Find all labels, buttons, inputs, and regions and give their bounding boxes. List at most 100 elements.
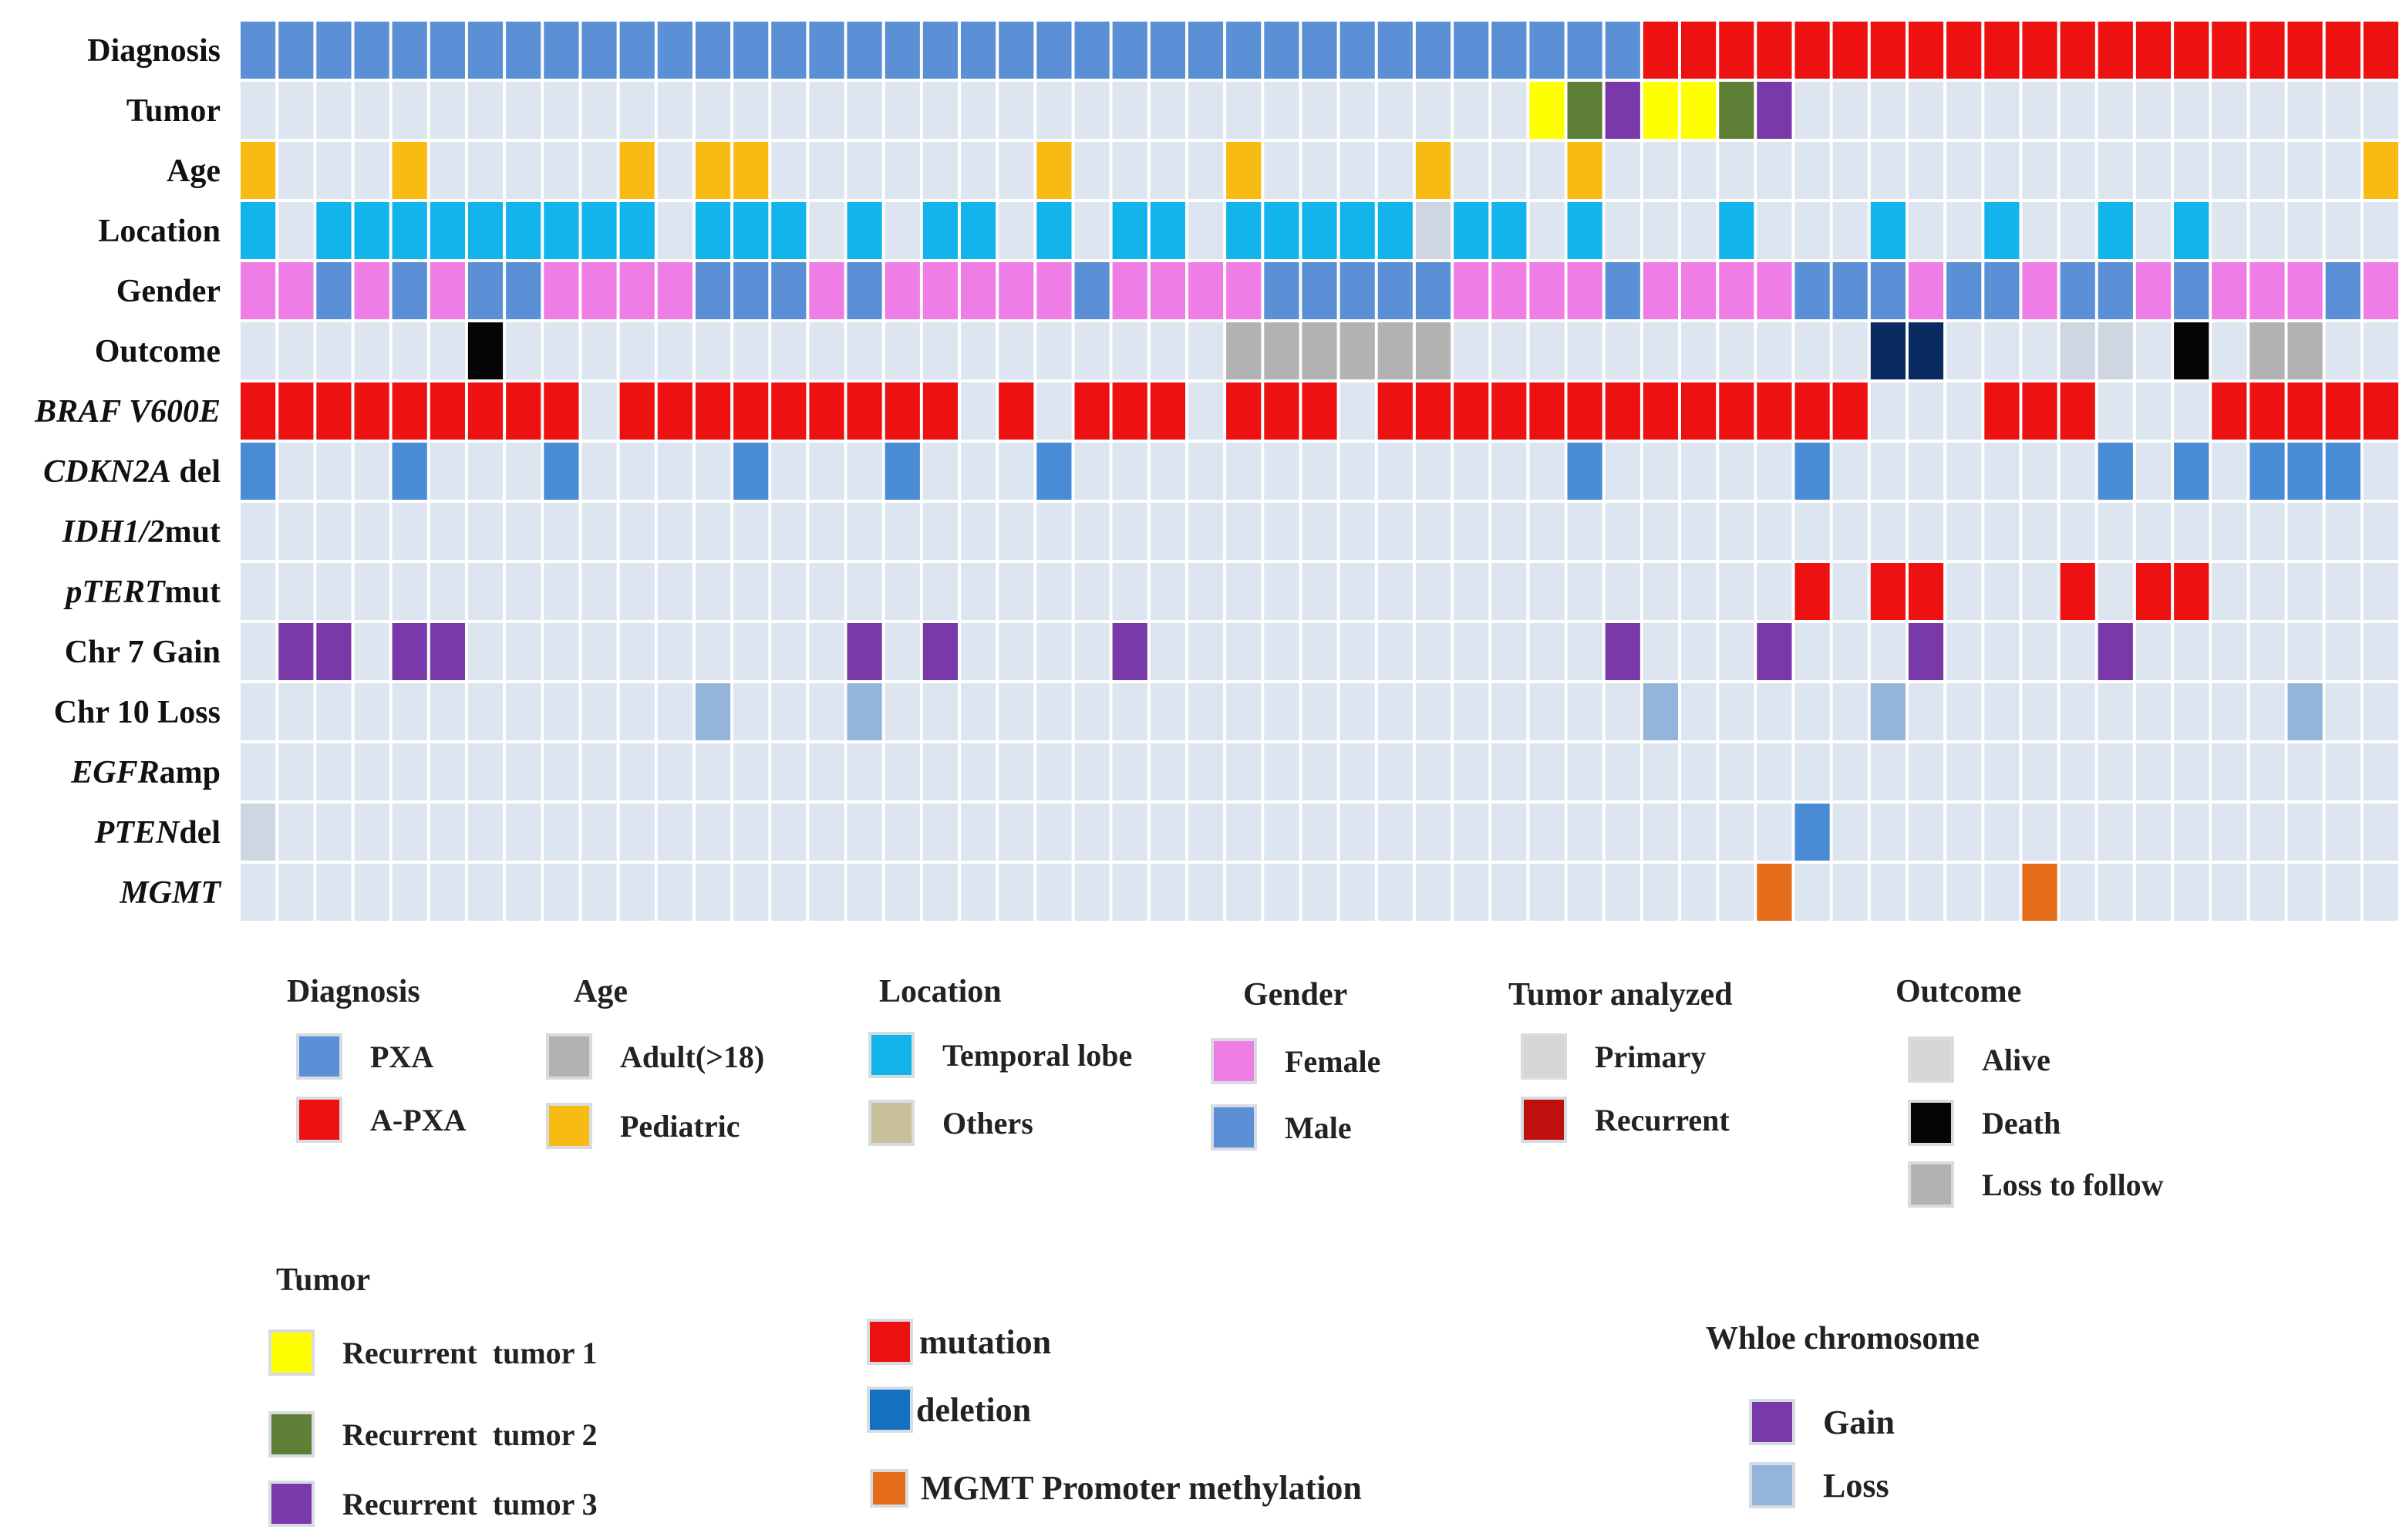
cell-egfr-53 <box>2249 743 2285 800</box>
cell-location-41 <box>1794 202 1830 259</box>
cell-diagnosis-33 <box>1491 22 1527 79</box>
cell-diagnosis-12 <box>695 22 731 79</box>
cell-age-18 <box>922 142 958 199</box>
swatch-loss-to-follow <box>1911 1164 1951 1205</box>
cell-chr10-16 <box>847 683 882 740</box>
cell-pten-33 <box>1491 804 1527 861</box>
cell-outcome-34 <box>1529 322 1565 379</box>
cell-diagnosis-50 <box>2135 22 2172 79</box>
cell-idh-51 <box>2174 503 2209 560</box>
cell-chr7-21 <box>1036 623 1072 680</box>
cell-pten-21 <box>1036 804 1072 861</box>
cell-age-7 <box>506 142 541 199</box>
cell-braf-51 <box>2174 382 2209 440</box>
cell-outcome-35 <box>1567 322 1602 379</box>
cell-location-51 <box>2174 202 2209 259</box>
cell-diagnosis-27 <box>1264 22 1299 79</box>
cell-gender-34 <box>1529 262 1565 319</box>
legend-age-title: Age <box>574 974 628 1009</box>
cell-chr10-24 <box>1150 683 1185 740</box>
cell-idh-24 <box>1150 503 1185 560</box>
cell-egfr-38 <box>1681 743 1717 800</box>
cell-chr10-41 <box>1794 683 1830 740</box>
cell-egfr-37 <box>1643 743 1678 800</box>
cell-braf-22 <box>1074 382 1110 440</box>
cell-outcome-8 <box>544 322 579 379</box>
cell-outcome-32 <box>1454 322 1489 379</box>
cell-tumor-46 <box>1984 82 2020 139</box>
cell-mgmt-20 <box>999 864 1034 921</box>
cell-outcome-55 <box>2325 322 2361 379</box>
cell-ptert-9 <box>581 563 617 620</box>
cell-idh-54 <box>2287 503 2323 560</box>
cell-diagnosis-20 <box>999 22 1034 79</box>
cell-location-32 <box>1454 202 1489 259</box>
legend-tumor-analyzed-title: Tumor analyzed <box>1508 977 1733 1013</box>
cell-egfr-8 <box>544 743 579 800</box>
cell-diagnosis-52 <box>2212 22 2247 79</box>
cell-mgmt-6 <box>467 864 504 921</box>
cell-outcome-30 <box>1377 322 1413 379</box>
cell-tumor-10 <box>619 82 655 139</box>
cell-idh-12 <box>695 503 731 560</box>
cell-idh-23 <box>1112 503 1147 560</box>
cell-braf-29 <box>1339 382 1375 440</box>
row-label-idh: IDH1/2mut <box>62 514 221 550</box>
cell-ptert-52 <box>2212 563 2247 620</box>
swatch-temporal-lobe <box>871 1035 912 1075</box>
cell-chr7-9 <box>581 623 617 680</box>
cell-diagnosis-7 <box>506 22 541 79</box>
cell-pten-53 <box>2249 804 2285 861</box>
legend-label: PXA <box>370 1039 434 1074</box>
cell-diagnosis-35 <box>1567 22 1602 79</box>
cell-pten-47 <box>2022 804 2057 861</box>
cell-chr7-48 <box>2060 623 2095 680</box>
cell-braf-2 <box>316 382 352 440</box>
cell-outcome-1 <box>278 322 314 379</box>
cell-egfr-2 <box>316 743 352 800</box>
cell-braf-44 <box>1908 382 1944 440</box>
cell-gender-13 <box>733 262 769 319</box>
cell-chr7-27 <box>1264 623 1299 680</box>
cell-location-34 <box>1529 202 1565 259</box>
cell-chr7-46 <box>1984 623 2020 680</box>
cell-age-26 <box>1226 142 1262 199</box>
cell-cdkn2a-56 <box>2363 443 2398 500</box>
cell-tumor-4 <box>392 82 427 139</box>
cell-location-3 <box>354 202 389 259</box>
cell-ptert-36 <box>1605 563 1640 620</box>
cell-age-37 <box>1643 142 1678 199</box>
cell-mgmt-32 <box>1454 864 1489 921</box>
cell-outcome-2 <box>316 322 352 379</box>
cell-age-4 <box>392 142 427 199</box>
cell-gender-10 <box>619 262 655 319</box>
cell-chr7-55 <box>2325 623 2361 680</box>
cell-outcome-36 <box>1605 322 1640 379</box>
cell-age-0 <box>241 142 276 199</box>
cell-gender-39 <box>1719 262 1754 319</box>
cell-chr7-3 <box>354 623 389 680</box>
cell-cdkn2a-20 <box>999 443 1034 500</box>
cell-outcome-43 <box>1870 322 1906 379</box>
cell-gender-8 <box>544 262 579 319</box>
cell-cdkn2a-22 <box>1074 443 1110 500</box>
cell-gender-23 <box>1112 262 1147 319</box>
cell-chr7-45 <box>1946 623 1982 680</box>
cell-location-47 <box>2022 202 2057 259</box>
cell-tumor-12 <box>695 82 731 139</box>
cell-mgmt-14 <box>771 864 807 921</box>
cell-chr7-10 <box>619 623 655 680</box>
cell-cdkn2a-3 <box>354 443 389 500</box>
cell-cdkn2a-38 <box>1681 443 1717 500</box>
cell-chr10-45 <box>1946 683 1982 740</box>
cell-egfr-9 <box>581 743 617 800</box>
cell-tumor-22 <box>1074 82 1110 139</box>
cell-diagnosis-37 <box>1643 22 1678 79</box>
cell-location-23 <box>1112 202 1147 259</box>
cell-gender-49 <box>2098 262 2133 319</box>
cell-ptert-23 <box>1112 563 1147 620</box>
cell-cdkn2a-31 <box>1415 443 1451 500</box>
legend-mutation: mutation <box>870 1322 1051 1362</box>
row-label-mgmt: MGMT <box>119 875 222 911</box>
legend-outcome-title: Outcome <box>1895 974 2022 1009</box>
